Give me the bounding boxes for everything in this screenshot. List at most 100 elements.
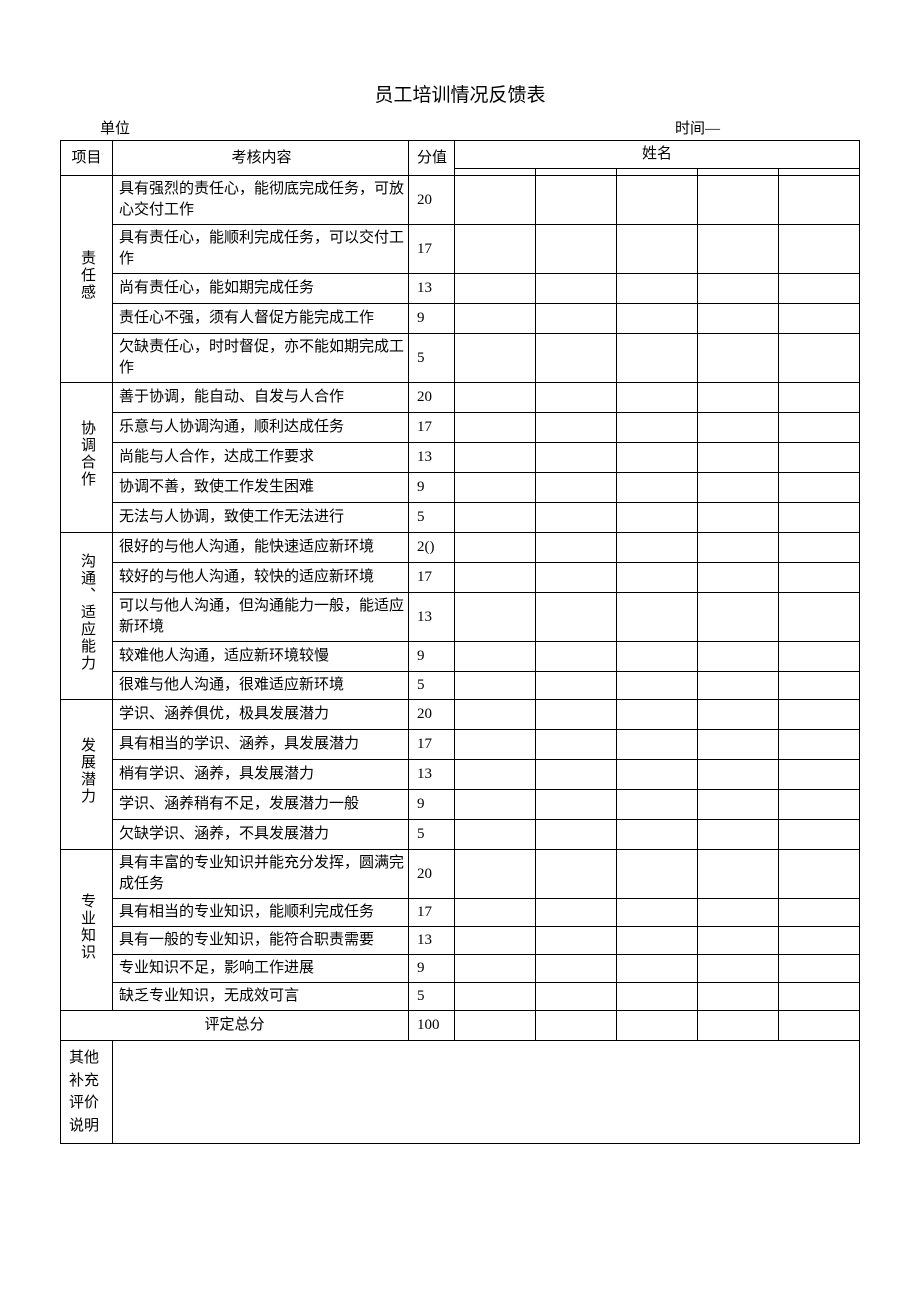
score-cell[interactable] xyxy=(698,383,779,413)
score-cell[interactable] xyxy=(455,304,536,334)
name-col-4[interactable] xyxy=(698,169,779,176)
score-cell[interactable] xyxy=(779,334,860,383)
score-cell[interactable] xyxy=(698,820,779,850)
score-cell[interactable] xyxy=(698,563,779,593)
score-cell[interactable] xyxy=(455,383,536,413)
score-cell[interactable] xyxy=(455,413,536,443)
score-cell[interactable] xyxy=(698,899,779,927)
score-cell[interactable] xyxy=(779,1011,860,1041)
score-cell[interactable] xyxy=(698,790,779,820)
name-col-5[interactable] xyxy=(779,169,860,176)
score-cell[interactable] xyxy=(455,334,536,383)
score-cell[interactable] xyxy=(455,563,536,593)
score-cell[interactable] xyxy=(617,383,698,413)
score-cell[interactable] xyxy=(455,443,536,473)
score-cell[interactable] xyxy=(779,225,860,274)
score-cell[interactable] xyxy=(536,503,617,533)
score-cell[interactable] xyxy=(617,334,698,383)
score-cell[interactable] xyxy=(698,850,779,899)
score-cell[interactable] xyxy=(698,304,779,334)
score-cell[interactable] xyxy=(617,1011,698,1041)
score-cell[interactable] xyxy=(617,443,698,473)
score-cell[interactable] xyxy=(536,983,617,1011)
score-cell[interactable] xyxy=(536,443,617,473)
score-cell[interactable] xyxy=(617,955,698,983)
score-cell[interactable] xyxy=(617,176,698,225)
score-cell[interactable] xyxy=(536,225,617,274)
score-cell[interactable] xyxy=(698,593,779,642)
score-cell[interactable] xyxy=(779,700,860,730)
score-cell[interactable] xyxy=(617,820,698,850)
score-cell[interactable] xyxy=(617,927,698,955)
score-cell[interactable] xyxy=(536,927,617,955)
score-cell[interactable] xyxy=(779,304,860,334)
score-cell[interactable] xyxy=(698,730,779,760)
score-cell[interactable] xyxy=(536,176,617,225)
score-cell[interactable] xyxy=(455,927,536,955)
score-cell[interactable] xyxy=(455,790,536,820)
score-cell[interactable] xyxy=(455,760,536,790)
score-cell[interactable] xyxy=(455,850,536,899)
score-cell[interactable] xyxy=(779,473,860,503)
score-cell[interactable] xyxy=(617,473,698,503)
score-cell[interactable] xyxy=(536,533,617,563)
score-cell[interactable] xyxy=(779,593,860,642)
score-cell[interactable] xyxy=(698,927,779,955)
score-cell[interactable] xyxy=(455,955,536,983)
score-cell[interactable] xyxy=(536,413,617,443)
score-cell[interactable] xyxy=(698,533,779,563)
score-cell[interactable] xyxy=(455,820,536,850)
score-cell[interactable] xyxy=(536,642,617,672)
score-cell[interactable] xyxy=(617,503,698,533)
score-cell[interactable] xyxy=(536,730,617,760)
score-cell[interactable] xyxy=(536,473,617,503)
score-cell[interactable] xyxy=(455,672,536,700)
score-cell[interactable] xyxy=(779,730,860,760)
score-cell[interactable] xyxy=(779,820,860,850)
score-cell[interactable] xyxy=(698,642,779,672)
score-cell[interactable] xyxy=(536,850,617,899)
score-cell[interactable] xyxy=(698,955,779,983)
supplement-cell[interactable] xyxy=(113,1041,860,1144)
score-cell[interactable] xyxy=(617,593,698,642)
score-cell[interactable] xyxy=(536,1011,617,1041)
score-cell[interactable] xyxy=(698,503,779,533)
score-cell[interactable] xyxy=(617,760,698,790)
score-cell[interactable] xyxy=(617,413,698,443)
score-cell[interactable] xyxy=(617,642,698,672)
score-cell[interactable] xyxy=(779,642,860,672)
score-cell[interactable] xyxy=(455,642,536,672)
score-cell[interactable] xyxy=(536,334,617,383)
score-cell[interactable] xyxy=(455,700,536,730)
score-cell[interactable] xyxy=(698,473,779,503)
score-cell[interactable] xyxy=(698,983,779,1011)
score-cell[interactable] xyxy=(536,955,617,983)
score-cell[interactable] xyxy=(455,225,536,274)
score-cell[interactable] xyxy=(779,672,860,700)
score-cell[interactable] xyxy=(455,1011,536,1041)
score-cell[interactable] xyxy=(536,274,617,304)
score-cell[interactable] xyxy=(617,730,698,760)
score-cell[interactable] xyxy=(779,274,860,304)
score-cell[interactable] xyxy=(455,473,536,503)
score-cell[interactable] xyxy=(698,274,779,304)
score-cell[interactable] xyxy=(536,899,617,927)
score-cell[interactable] xyxy=(455,593,536,642)
score-cell[interactable] xyxy=(617,983,698,1011)
score-cell[interactable] xyxy=(698,334,779,383)
score-cell[interactable] xyxy=(617,533,698,563)
score-cell[interactable] xyxy=(779,760,860,790)
score-cell[interactable] xyxy=(698,1011,779,1041)
score-cell[interactable] xyxy=(536,700,617,730)
score-cell[interactable] xyxy=(779,983,860,1011)
score-cell[interactable] xyxy=(536,672,617,700)
score-cell[interactable] xyxy=(698,413,779,443)
name-col-2[interactable] xyxy=(536,169,617,176)
score-cell[interactable] xyxy=(698,443,779,473)
score-cell[interactable] xyxy=(617,225,698,274)
score-cell[interactable] xyxy=(779,443,860,473)
score-cell[interactable] xyxy=(779,503,860,533)
score-cell[interactable] xyxy=(455,503,536,533)
score-cell[interactable] xyxy=(779,955,860,983)
score-cell[interactable] xyxy=(617,672,698,700)
